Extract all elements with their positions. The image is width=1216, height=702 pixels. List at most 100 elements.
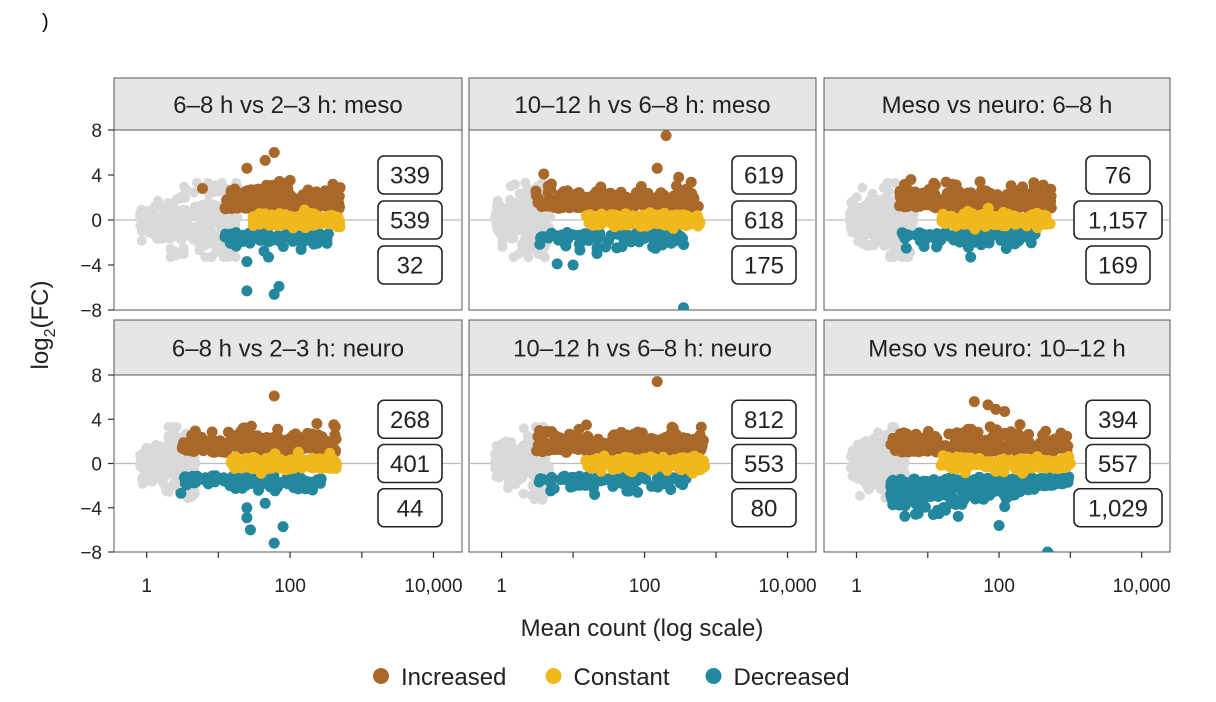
- decreased-point: [655, 232, 666, 244]
- not-significant-point: [163, 422, 174, 432]
- decreased-point: [574, 244, 586, 256]
- not-significant-point: [135, 221, 146, 231]
- not-significant-point: [875, 484, 886, 494]
- increased-point: [302, 184, 314, 196]
- increased-point: [328, 419, 340, 431]
- constant-point: [588, 210, 600, 222]
- increased-point: [1045, 183, 1057, 195]
- increased-point: [543, 426, 555, 438]
- decreased-outlier: [965, 251, 977, 263]
- constant-point: [292, 446, 304, 458]
- increased-point: [214, 435, 226, 447]
- not-significant-point: [541, 220, 552, 231]
- count-label-decreased: 80: [751, 495, 778, 522]
- increased-point: [1028, 177, 1040, 189]
- increased-point: [633, 189, 645, 201]
- increased-point: [987, 430, 999, 442]
- constant-point: [248, 212, 260, 224]
- not-significant-point: [153, 221, 164, 232]
- facet-strip: [468, 319, 817, 376]
- decreased-point: [262, 228, 274, 240]
- decreased-point: [314, 477, 326, 489]
- not-significant-point: [218, 252, 229, 263]
- not-significant-point: [849, 208, 860, 219]
- facet-title: 10–12 h vs 6–8 h: meso: [514, 92, 770, 119]
- increased-point: [532, 197, 544, 209]
- not-significant-point: [858, 476, 869, 487]
- points-layer: [845, 396, 1076, 552]
- not-significant-point: [522, 185, 533, 196]
- not-significant-point: [529, 494, 540, 505]
- decreased-point: [963, 241, 974, 253]
- increased-point: [274, 196, 286, 208]
- decreased-point: [674, 476, 686, 488]
- increased-point: [972, 426, 984, 438]
- increased-point: [1040, 425, 1052, 437]
- count-label-increased: 76: [1105, 163, 1132, 190]
- not-significant-point: [506, 228, 517, 239]
- constant-point: [267, 214, 279, 225]
- count-box-constant: [731, 443, 797, 484]
- points-layer: [135, 390, 342, 549]
- not-significant-point: [503, 483, 513, 493]
- increased-point: [531, 445, 543, 457]
- count-label-constant: 1,157: [1088, 208, 1148, 235]
- constant-point: [629, 461, 641, 473]
- not-significant-point: [506, 441, 517, 452]
- not-significant-point: [883, 186, 894, 197]
- decreased-outlier: [244, 524, 256, 536]
- decreased-point: [1000, 492, 1012, 504]
- not-significant-point: [888, 461, 898, 472]
- increased-point: [620, 437, 632, 449]
- decreased-outlier: [287, 235, 299, 247]
- increased-point: [226, 432, 238, 444]
- decreased-point: [193, 473, 205, 485]
- not-significant-point: [510, 479, 521, 490]
- increased-point: [221, 445, 233, 457]
- decreased-point: [263, 236, 274, 248]
- increased-point: [685, 176, 697, 188]
- decreased-point: [934, 231, 946, 243]
- decreased-point: [887, 474, 899, 486]
- increased-point: [960, 430, 972, 442]
- increased-outlier: [651, 376, 663, 388]
- count-label-constant: 618: [744, 208, 784, 235]
- decreased-point: [646, 232, 658, 244]
- count-box-decreased: [377, 487, 443, 528]
- decreased-point: [533, 476, 545, 488]
- not-significant-point: [185, 228, 196, 238]
- decreased-point: [313, 230, 325, 242]
- not-significant-point: [222, 219, 233, 230]
- not-significant-point: [161, 216, 171, 227]
- count-label-constant: 553: [744, 451, 784, 478]
- constant-point: [663, 217, 675, 229]
- increased-point: [993, 444, 1004, 456]
- not-significant-point: [863, 484, 874, 495]
- not-significant-point: [518, 423, 529, 434]
- not-significant-point: [165, 243, 176, 254]
- count-label-decreased: 175: [744, 253, 784, 280]
- not-significant-point: [171, 194, 182, 205]
- not-significant-point: [520, 199, 531, 210]
- decreased-outlier: [241, 256, 253, 268]
- increased-point: [1009, 441, 1021, 453]
- count-box-increased: [377, 155, 443, 195]
- decreased-point: [978, 493, 990, 505]
- decreased-point: [596, 473, 607, 485]
- count-label-constant: 401: [390, 451, 430, 478]
- increased-point: [936, 198, 948, 210]
- not-significant-point: [493, 457, 504, 468]
- decreased-point: [651, 473, 663, 485]
- decreased-point: [899, 476, 911, 488]
- not-significant-point: [155, 472, 166, 483]
- decreased-point: [1041, 479, 1053, 491]
- constant-point: [1034, 215, 1046, 227]
- not-significant-point: [194, 245, 205, 256]
- decreased-point: [1023, 232, 1035, 244]
- decreased-outlier: [900, 242, 912, 254]
- decreased-point: [535, 232, 547, 244]
- not-significant-point: [539, 252, 550, 263]
- count-box-decreased: [731, 487, 797, 528]
